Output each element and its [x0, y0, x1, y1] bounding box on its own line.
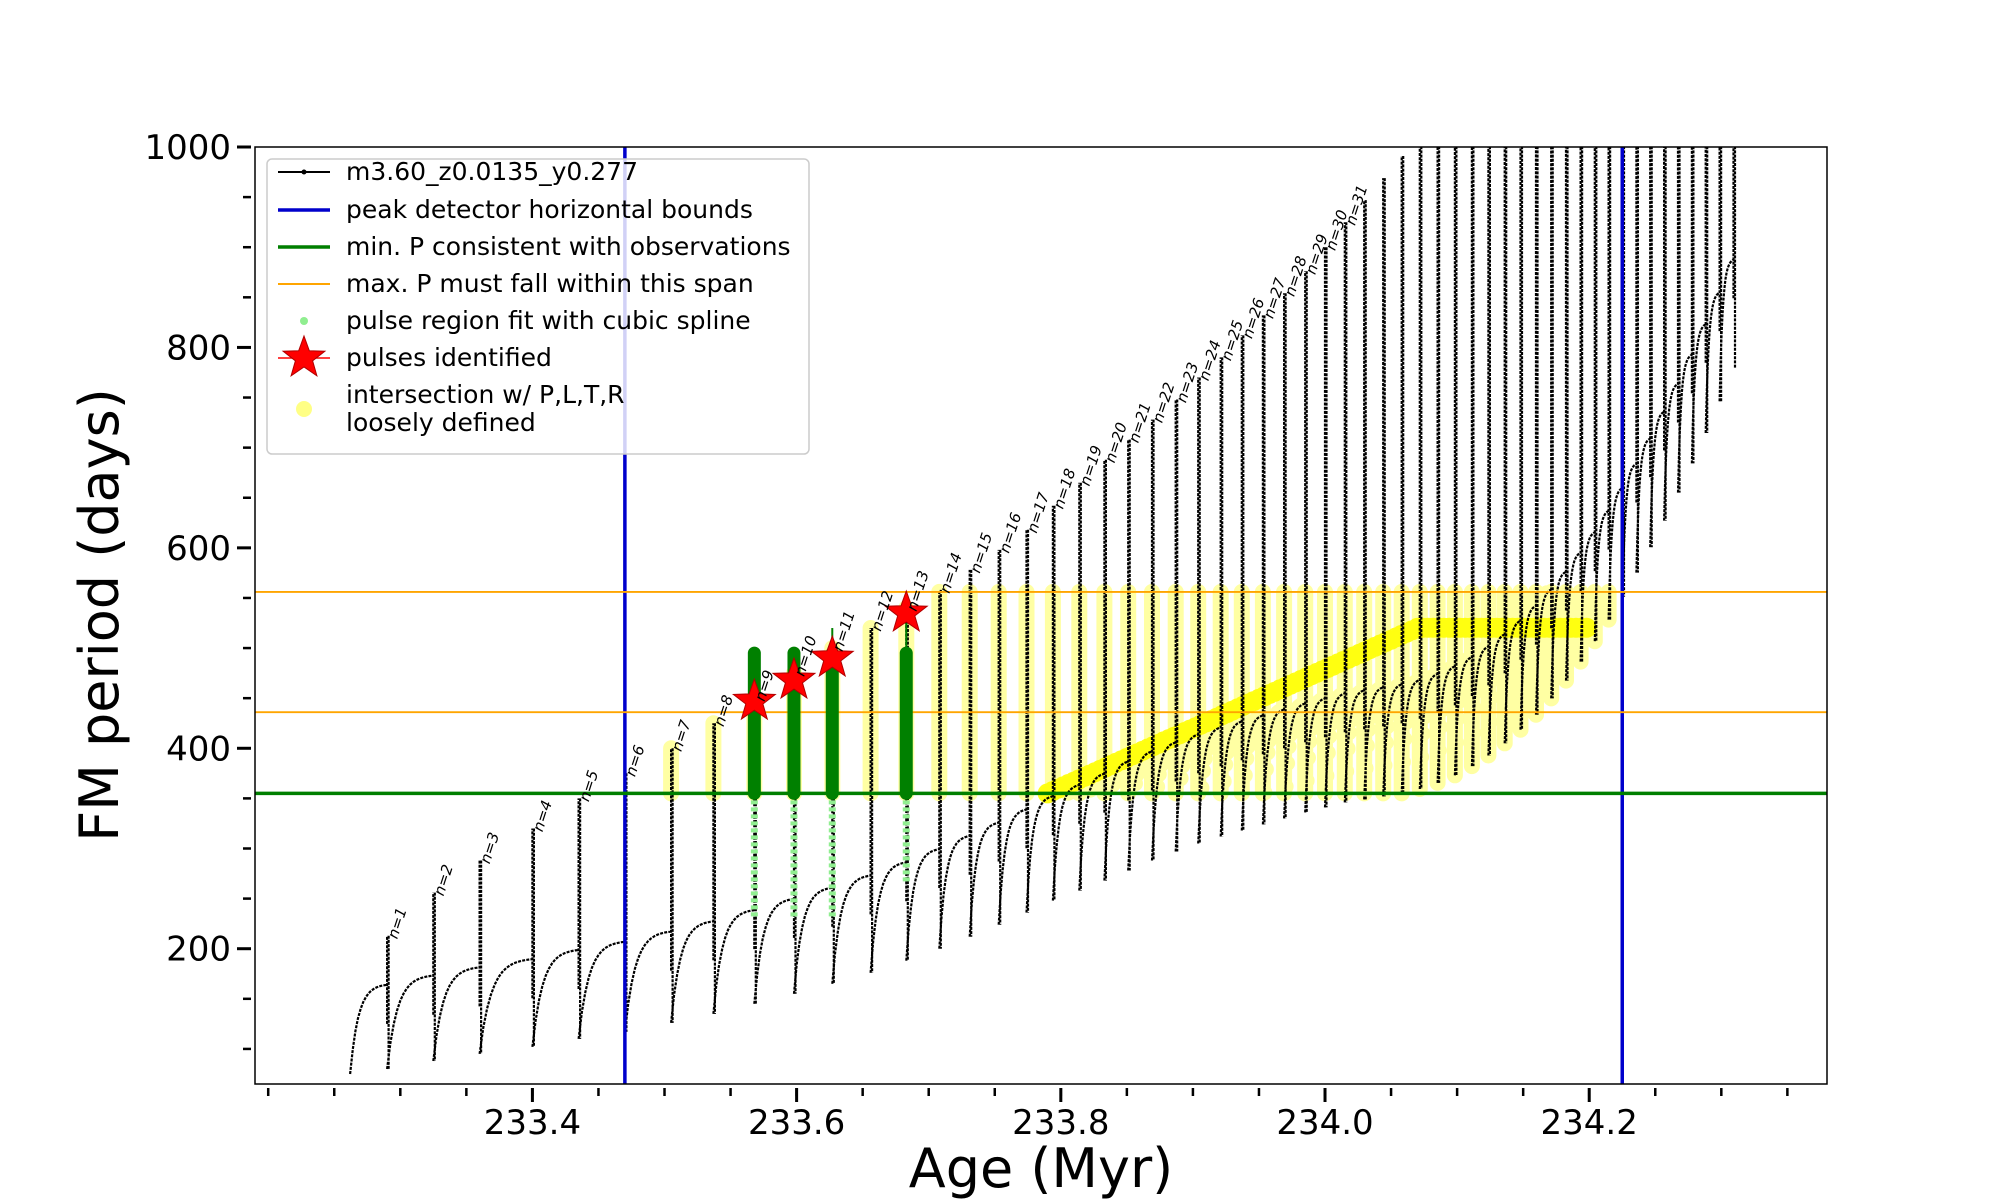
axes: 233.4 233.6 233.8 234.0 234.2 200 400 600 800 100…: [144, 128, 1789, 1143]
pulse-label-n20: n=20: [1101, 420, 1131, 465]
pulse-label-n7: n=7: [668, 717, 695, 753]
pulse-label-n10: n=10: [791, 634, 821, 679]
plot-area: [255, 147, 1827, 1084]
pulse-label-n3: n=3: [476, 830, 503, 866]
pulse-label-n21: n=21: [1125, 400, 1155, 445]
legend-label: min. P consistent with observations: [346, 232, 791, 261]
pulse-star-n13: [883, 589, 929, 633]
pulses-identified: [731, 589, 929, 721]
reference-lines: [255, 147, 1827, 1084]
y-tick-label: 800: [166, 328, 231, 368]
legend-entry-3: min. P consistent with observations: [278, 232, 791, 261]
pulse-star-n11: [810, 634, 855, 678]
y-tick-label: 1000: [144, 128, 231, 168]
legend-swatch: [296, 401, 312, 417]
pulse-star-n9: [731, 677, 777, 721]
x-tick-label: 233.8: [1012, 1103, 1109, 1143]
legend-label: m3.60_z0.0135_y0.277: [346, 157, 638, 186]
y-axis-label: FM period (days): [68, 388, 131, 842]
pulse-label-n11: n=11: [829, 609, 859, 654]
intersection-points: [663, 583, 1617, 804]
series-m3.60-z0.0135-y0.277: [349, 147, 1737, 1075]
x-tick-label: 234.2: [1541, 1103, 1638, 1143]
pulse-label-n31: n=31: [1342, 183, 1372, 228]
x-axis-label: Age (Myr): [909, 1137, 1174, 1200]
legend-label: loosely defined: [346, 408, 536, 437]
pulse-label-n16: n=16: [995, 510, 1025, 555]
pulse-label-n14: n=14: [936, 550, 966, 595]
pulse-star-n10: [771, 656, 817, 700]
legend-marker: [301, 169, 307, 175]
legend-label: pulses identified: [346, 343, 552, 372]
pulse-label-n22: n=22: [1149, 380, 1179, 425]
y-tick-label: 600: [166, 529, 231, 569]
plot-frame: [254, 146, 1828, 1085]
legend-entry-1: m3.60_z0.0135_y0.277: [278, 157, 638, 186]
legend-label: max. P must fall within this span: [346, 269, 754, 298]
legend-label: pulse region fit with cubic spline: [346, 306, 751, 335]
legend-entry-5: pulse region fit with cubic spline: [300, 306, 751, 335]
legend-entry-7: intersection w/ P,L,T,R: [296, 380, 625, 417]
pulse-label-n17: n=17: [1023, 490, 1053, 535]
legend-label: intersection w/ P,L,T,R: [346, 380, 625, 409]
pulse-label-n1: n=1: [384, 905, 411, 941]
pulse-label-n2: n=2: [430, 862, 457, 898]
x-tick-label: 233.4: [484, 1103, 581, 1143]
x-tick-label: 233.6: [748, 1103, 845, 1143]
y-tick-label: 400: [166, 729, 231, 769]
legend-label: peak detector horizontal bounds: [346, 195, 753, 224]
pulse-label-n13: n=13: [903, 569, 933, 614]
pulse-label-n18: n=18: [1050, 466, 1080, 511]
pulse-label-n5: n=5: [575, 768, 602, 804]
pulse-label-n19: n=19: [1076, 443, 1106, 488]
legend-entry-2: peak detector horizontal bounds: [278, 195, 753, 224]
pulse-label-n4: n=4: [529, 798, 556, 834]
x-tick-label: 234.0: [1276, 1103, 1373, 1143]
model-track: [349, 147, 1737, 1075]
legend-box: [266, 158, 810, 455]
legend-swatch: [281, 334, 327, 377]
y-tick-label: 200: [166, 930, 231, 970]
legend-entry-4: max. P must fall within this span: [278, 269, 754, 298]
legend-swatch: [300, 317, 308, 325]
pulse-label-n8: n=8: [710, 693, 737, 729]
legend-entry-6: pulses identified: [278, 334, 552, 377]
pulse-label-n15: n=15: [966, 530, 996, 575]
legend-entry-8: loosely defined: [346, 408, 536, 437]
